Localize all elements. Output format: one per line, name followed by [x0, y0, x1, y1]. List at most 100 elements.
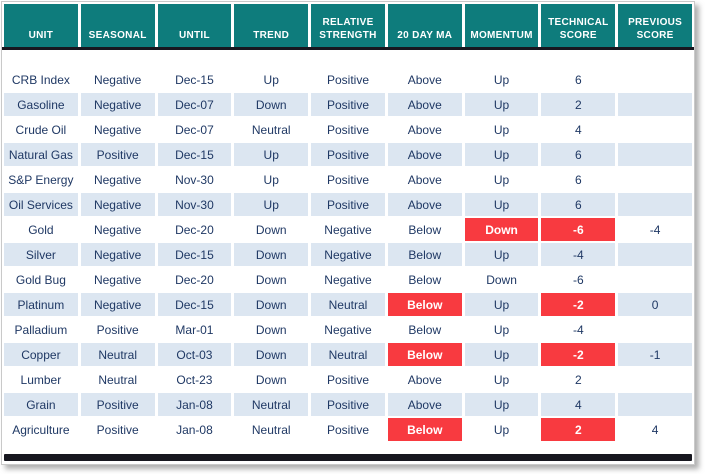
cell-until: Oct-23 — [157, 368, 232, 391]
cell-ma_20day: Below — [387, 243, 462, 266]
cell-trend: Neutral — [234, 393, 309, 416]
table-row-copper: Copper Neutral Oct-03 Down Neutral Below Up -2-… — [4, 343, 692, 366]
cell-previous_score — [618, 268, 692, 291]
table-row-gold: Gold Negative Dec-20 Down Negative Below Down -… — [4, 218, 692, 241]
cell-unit: Lumber — [4, 368, 78, 391]
cell-momentum: Up — [464, 68, 539, 91]
cell-ma_20day: Below — [387, 343, 462, 366]
cell-relative_strength: Positive — [311, 393, 385, 416]
cell-seasonal: Negative — [80, 243, 155, 266]
cell-previous_score — [618, 368, 692, 391]
cell-relative_strength: Positive — [311, 68, 385, 91]
cell-previous_score — [618, 193, 692, 216]
cell-unit: CRB Index — [4, 68, 78, 91]
column-header-previous_score: PREVIOUS SCORE — [618, 4, 692, 47]
cell-previous_score — [618, 118, 692, 141]
cell-technical_score: 6 — [541, 193, 616, 216]
cell-ma_20day: Below — [387, 218, 462, 241]
cell-technical_score: -4 — [541, 318, 616, 341]
cell-unit: Gold Bug — [4, 268, 78, 291]
column-header-seasonal: SEASONAL — [80, 4, 155, 47]
cell-unit: Agriculture — [4, 418, 78, 441]
cell-relative_strength: Negative — [311, 218, 385, 241]
cell-momentum: Up — [464, 143, 539, 166]
cell-unit: Copper — [4, 343, 78, 366]
cell-until: Dec-15 — [157, 143, 232, 166]
cell-momentum: Up — [464, 168, 539, 191]
cell-technical_score: 6 — [541, 68, 616, 91]
table-body: CRB Index Negative Dec-15 Up Positive Above Up… — [4, 68, 692, 441]
cell-until: Dec-20 — [157, 268, 232, 291]
cell-technical_score: -6 — [541, 268, 616, 291]
cell-previous_score — [618, 68, 692, 91]
cell-ma_20day: Above — [387, 368, 462, 391]
table-row-gold-bug: Gold Bug Negative Dec-20 Down Negative Below D… — [4, 268, 692, 291]
table-header-row: UNIT SEASONAL UNTIL TREND RELATIVE STRENGTH 2… — [4, 4, 692, 47]
cell-momentum: Up — [464, 393, 539, 416]
cell-technical_score: 4 — [541, 393, 616, 416]
cell-ma_20day: Below — [387, 318, 462, 341]
cell-unit: Platinum — [4, 293, 78, 316]
cell-ma_20day: Above — [387, 393, 462, 416]
table-row-s-p-energy: S&P Energy Negative Nov-30 Up Positive Above U… — [4, 168, 692, 191]
cell-technical_score: -6 — [541, 218, 616, 241]
scorecard-table-frame: UNIT SEASONAL UNTIL TREND RELATIVE STRENGTH 2… — [1, 1, 695, 465]
cell-seasonal: Negative — [80, 268, 155, 291]
column-header-technical_score: TECHNICAL SCORE — [541, 4, 616, 47]
cell-unit: Oil Services — [4, 193, 78, 216]
cell-previous_score: 4 — [618, 418, 692, 441]
cell-technical_score: 2 — [541, 93, 616, 116]
cell-trend: Down — [234, 293, 309, 316]
table-row-natural-gas: Natural Gas Positive Dec-15 Up Positive Above… — [4, 143, 692, 166]
cell-momentum: Up — [464, 193, 539, 216]
cell-relative_strength: Negative — [311, 268, 385, 291]
cell-ma_20day: Below — [387, 418, 462, 441]
cell-seasonal: Positive — [80, 393, 155, 416]
cell-seasonal: Negative — [80, 68, 155, 91]
bottom-border-bar — [4, 454, 692, 461]
cell-relative_strength: Neutral — [311, 293, 385, 316]
cell-seasonal: Negative — [80, 293, 155, 316]
cell-momentum: Up — [464, 418, 539, 441]
column-header-momentum: MOMENTUM — [464, 4, 539, 47]
cell-previous_score: -4 — [618, 218, 692, 241]
cell-trend: Down — [234, 368, 309, 391]
cell-momentum: Up — [464, 118, 539, 141]
table-row-palladium: Palladium Positive Mar-01 Down Negative Below… — [4, 318, 692, 341]
cell-technical_score: 6 — [541, 143, 616, 166]
cell-ma_20day: Above — [387, 93, 462, 116]
cell-unit: Palladium — [4, 318, 78, 341]
cell-unit: Grain — [4, 393, 78, 416]
cell-technical_score: -2 — [541, 293, 616, 316]
cell-unit: Natural Gas — [4, 143, 78, 166]
cell-momentum: Down — [464, 268, 539, 291]
cell-previous_score — [618, 393, 692, 416]
cell-trend: Down — [234, 268, 309, 291]
cell-unit: Gasoline — [4, 93, 78, 116]
cell-seasonal: Negative — [80, 218, 155, 241]
column-header-until: UNTIL — [157, 4, 232, 47]
cell-technical_score: 2 — [541, 368, 616, 391]
cell-until: Nov-30 — [157, 193, 232, 216]
cell-trend: Down — [234, 243, 309, 266]
cell-relative_strength: Negative — [311, 318, 385, 341]
cell-until: Jan-08 — [157, 418, 232, 441]
cell-momentum: Down — [464, 218, 539, 241]
cell-momentum: Up — [464, 243, 539, 266]
column-header-unit: UNIT — [4, 4, 78, 47]
header-gap — [4, 52, 692, 68]
cell-ma_20day: Above — [387, 193, 462, 216]
cell-relative_strength: Positive — [311, 143, 385, 166]
table-row-platinum: Platinum Negative Dec-15 Down Neutral Below Up… — [4, 293, 692, 316]
cell-until: Dec-15 — [157, 293, 232, 316]
cell-momentum: Up — [464, 293, 539, 316]
cell-previous_score: -1 — [618, 343, 692, 366]
cell-seasonal: Negative — [80, 168, 155, 191]
cell-relative_strength: Neutral — [311, 343, 385, 366]
table-row-silver: Silver Negative Dec-15 Down Negative Below Up -… — [4, 243, 692, 266]
cell-trend: Down — [234, 343, 309, 366]
cell-until: Nov-30 — [157, 168, 232, 191]
table-row-crb-index: CRB Index Negative Dec-15 Up Positive Above Up… — [4, 68, 692, 91]
cell-trend: Up — [234, 168, 309, 191]
cell-technical_score: -2 — [541, 343, 616, 366]
